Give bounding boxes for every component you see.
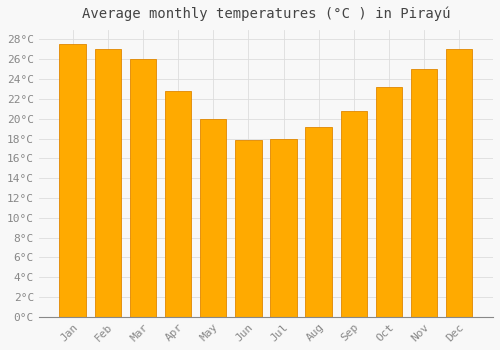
Bar xyxy=(94,49,121,317)
Bar xyxy=(165,91,191,317)
Bar xyxy=(235,140,262,317)
Bar xyxy=(446,49,472,317)
Bar xyxy=(411,69,438,317)
Bar xyxy=(306,127,332,317)
Bar xyxy=(376,87,402,317)
Bar xyxy=(130,59,156,317)
Title: Average monthly temperatures (°C ) in Pirayú: Average monthly temperatures (°C ) in Pi… xyxy=(82,7,450,21)
Bar xyxy=(200,119,226,317)
Bar xyxy=(270,139,296,317)
Bar xyxy=(340,111,367,317)
Bar xyxy=(60,44,86,317)
